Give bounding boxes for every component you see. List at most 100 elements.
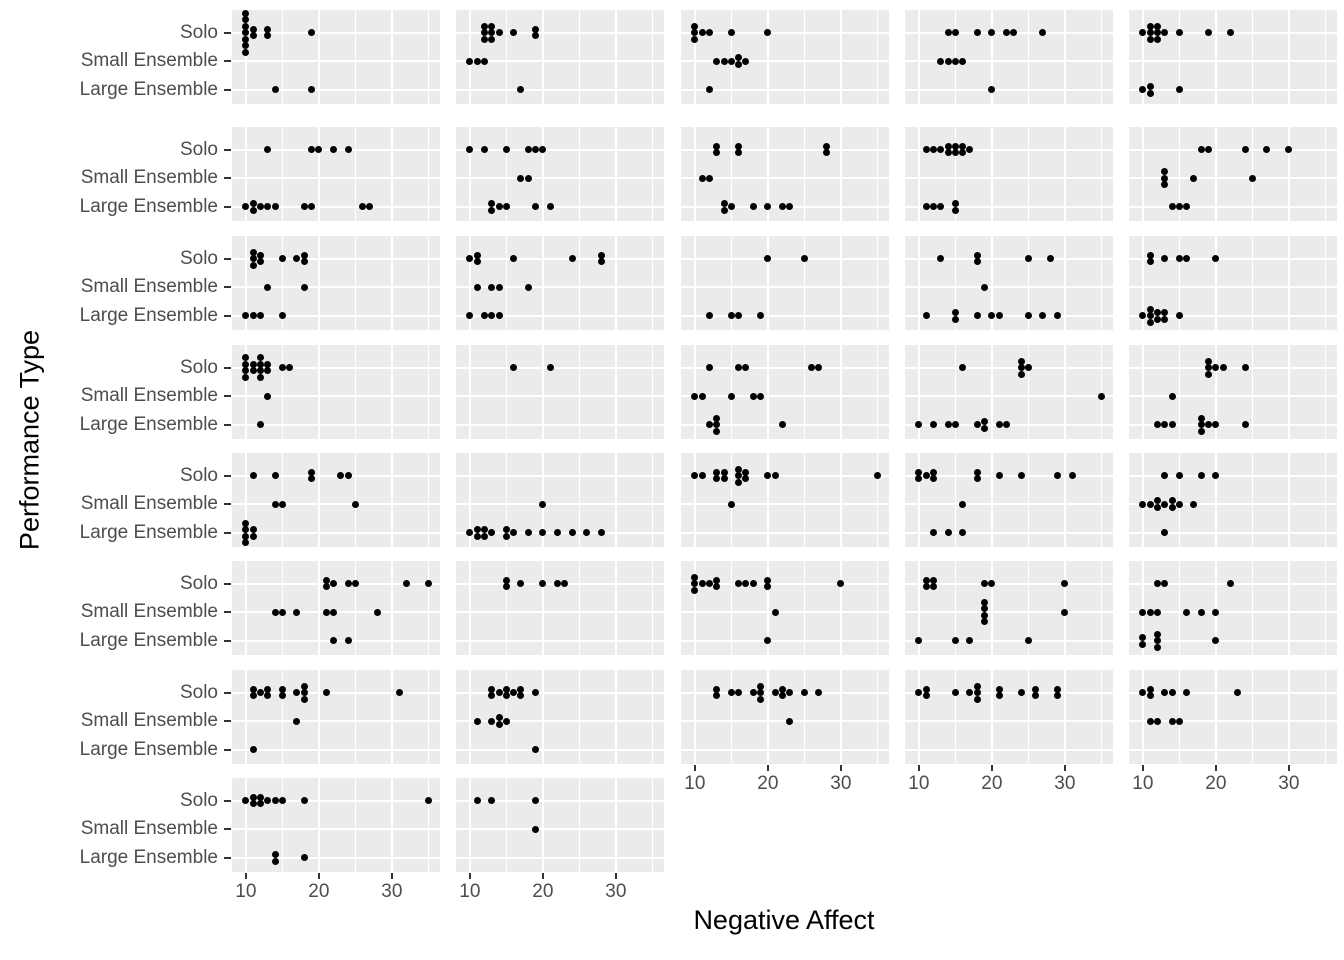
major-gridline (456, 748, 664, 751)
data-point (1226, 580, 1234, 588)
minor-gridline (1100, 561, 1102, 655)
data-point (488, 206, 496, 214)
data-point (264, 146, 272, 154)
minor-gridline (281, 453, 283, 547)
y-tick-label: Solo (179, 464, 218, 486)
major-gridline (232, 720, 440, 723)
data-point (539, 500, 547, 508)
x-tick-mark (614, 873, 617, 879)
major-gridline (905, 314, 1113, 317)
major-gridline (1063, 561, 1066, 655)
facet-panel (456, 236, 664, 330)
data-point (510, 29, 518, 37)
data-point (1153, 29, 1161, 37)
data-point (271, 472, 279, 480)
data-point (815, 689, 823, 697)
data-point (300, 682, 308, 690)
minor-gridline (730, 236, 732, 330)
major-gridline (990, 236, 993, 330)
data-point (249, 200, 257, 208)
minor-gridline (578, 236, 580, 330)
y-tick-mark (224, 88, 231, 91)
data-point (256, 793, 264, 801)
minor-gridline (354, 778, 356, 872)
data-point (300, 283, 308, 291)
data-point (1168, 497, 1176, 505)
major-gridline (541, 453, 544, 547)
major-gridline (317, 127, 320, 221)
data-point (1183, 689, 1191, 697)
major-gridline (990, 453, 993, 547)
minor-gridline (427, 10, 429, 104)
data-point (1146, 312, 1154, 320)
minor-gridline (354, 670, 356, 764)
data-point (278, 312, 286, 320)
data-point (966, 146, 974, 154)
major-gridline (693, 453, 696, 547)
data-point (1168, 421, 1176, 429)
data-point (242, 526, 250, 534)
major-gridline (681, 474, 889, 477)
data-point (264, 360, 272, 368)
data-point (1248, 174, 1256, 182)
data-point (1017, 689, 1025, 697)
data-point (713, 692, 721, 700)
major-gridline (990, 670, 993, 764)
facet-panel (1129, 236, 1337, 330)
minor-gridline (1324, 10, 1326, 104)
data-point (1153, 22, 1161, 30)
data-point (973, 251, 981, 259)
major-gridline (1063, 236, 1066, 330)
data-point (278, 797, 286, 805)
major-gridline (390, 345, 393, 439)
data-point (242, 9, 250, 17)
data-point (1024, 312, 1032, 320)
major-gridline (541, 127, 544, 221)
data-point (256, 421, 264, 429)
major-gridline (244, 453, 247, 547)
minor-gridline (876, 127, 878, 221)
data-point (480, 22, 488, 30)
data-point (532, 146, 540, 154)
data-point (1161, 168, 1169, 176)
facet-panel (232, 345, 440, 439)
data-point (502, 526, 510, 534)
minor-gridline (578, 670, 580, 764)
data-point (922, 692, 930, 700)
data-point (308, 146, 316, 154)
data-point (1153, 421, 1161, 429)
data-point (1017, 357, 1025, 365)
data-point (1097, 392, 1105, 400)
minor-gridline (1100, 10, 1102, 104)
minor-gridline (281, 127, 283, 221)
major-gridline (1063, 453, 1066, 547)
data-point (256, 689, 264, 697)
data-point (480, 146, 488, 154)
major-gridline (456, 257, 664, 260)
data-point (1263, 146, 1271, 154)
major-gridline (468, 561, 471, 655)
data-point (713, 475, 721, 483)
minor-gridline (651, 10, 653, 104)
major-gridline (766, 561, 769, 655)
data-point (1197, 421, 1205, 429)
major-gridline (232, 88, 440, 91)
data-point (351, 500, 359, 508)
major-gridline (232, 366, 440, 369)
major-gridline (1129, 720, 1337, 723)
data-point (524, 146, 532, 154)
data-point (1190, 500, 1198, 508)
data-point (1205, 146, 1213, 154)
minor-gridline (954, 127, 956, 221)
data-point (488, 283, 496, 291)
minor-gridline (1100, 345, 1102, 439)
minor-gridline (730, 670, 732, 764)
major-gridline (905, 148, 1113, 151)
major-gridline (614, 127, 617, 221)
data-point (915, 421, 923, 429)
major-gridline (1063, 345, 1066, 439)
y-tick-label: Solo (179, 247, 218, 269)
major-gridline (693, 236, 696, 330)
data-point (944, 421, 952, 429)
major-gridline (681, 60, 889, 63)
